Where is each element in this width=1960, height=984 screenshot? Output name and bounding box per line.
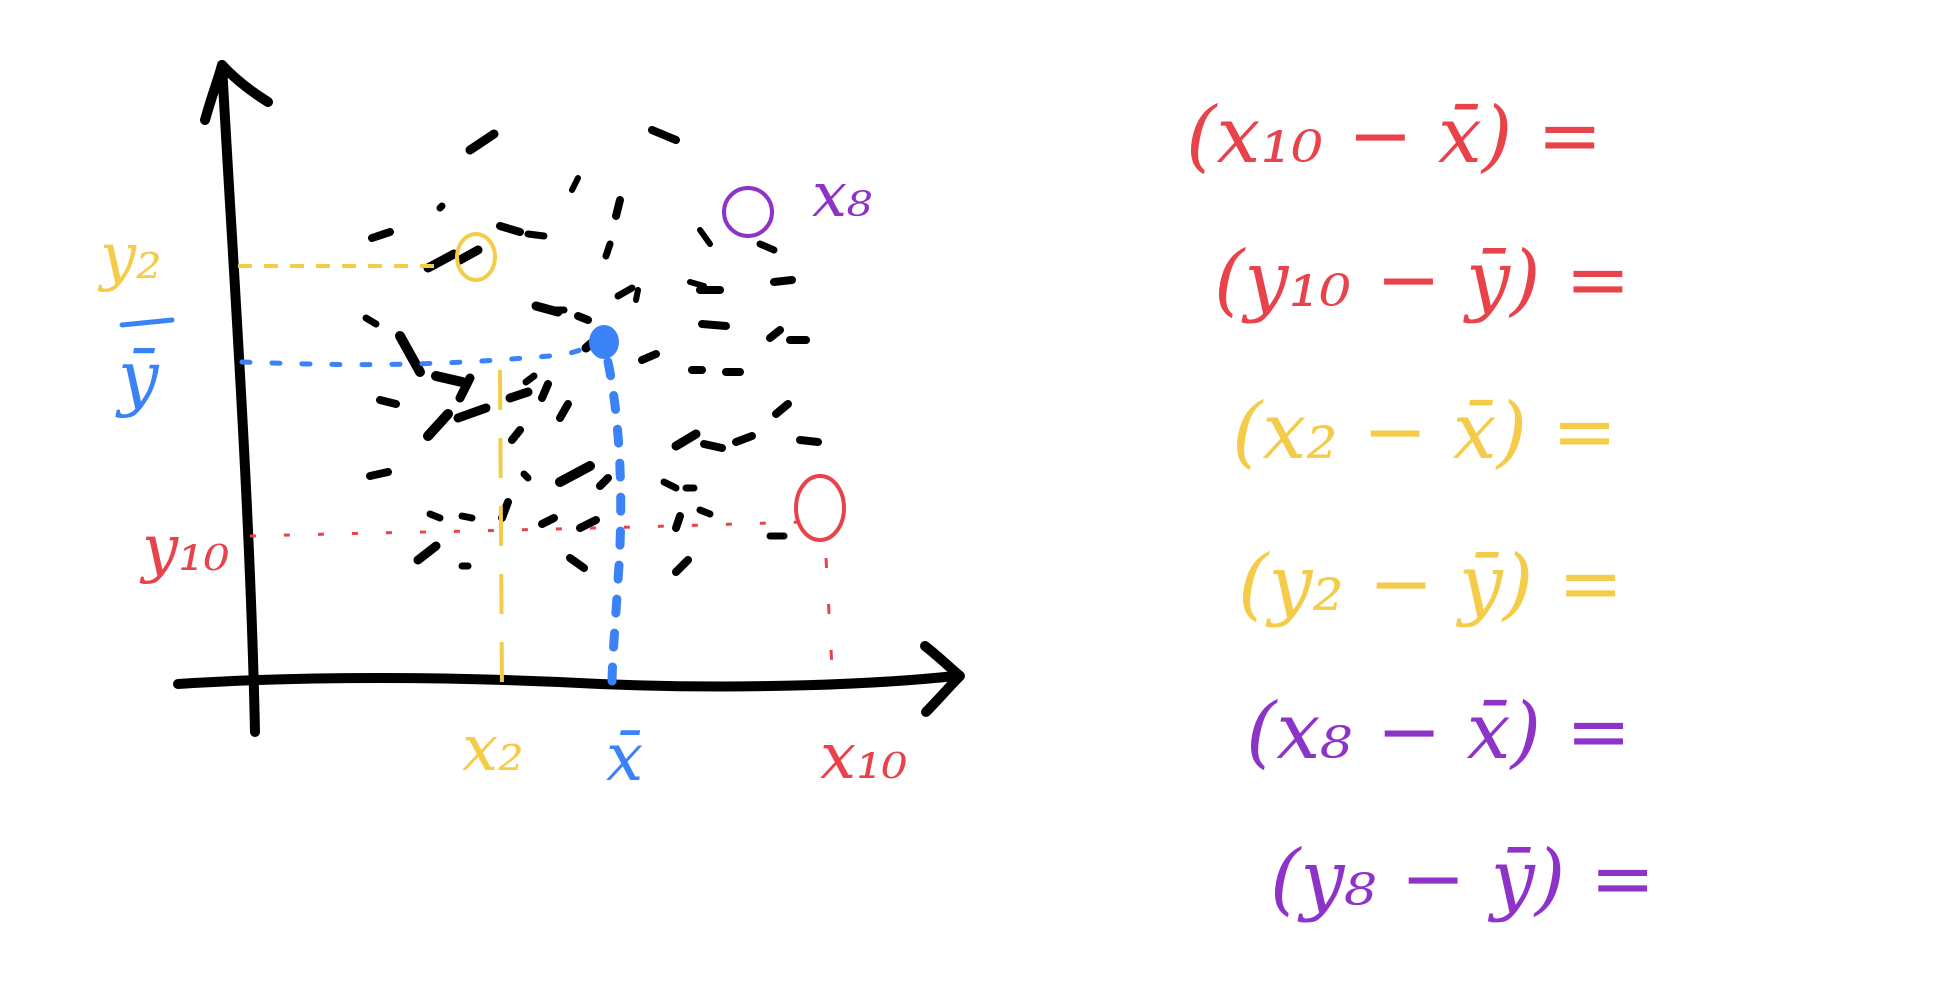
equation-y2: (y₂ − ȳ) = [1238, 539, 1623, 629]
scatter-point [376, 396, 400, 408]
equation-x10: (x₁₀ − x̄) = [1186, 91, 1602, 181]
scatter-point [756, 240, 778, 254]
scatter-point [413, 541, 441, 565]
scatter-point [700, 440, 726, 452]
y-axis-arrowhead [200, 60, 273, 125]
scatter-point [576, 516, 600, 532]
equation-x2: (x₂ − x̄) = [1232, 387, 1617, 477]
scatter-point [796, 436, 822, 446]
scatter-point [614, 284, 636, 300]
scatter-point [524, 230, 548, 240]
scatter-point [772, 400, 792, 418]
scatter-point [638, 350, 660, 364]
scatter-point [431, 371, 467, 387]
red-horizontal-guide [249, 520, 801, 538]
scatter-point [368, 228, 394, 242]
yellow-vertical-guide [498, 369, 504, 691]
scatter-point [602, 240, 614, 260]
scatter-point [648, 126, 680, 144]
scatter-point [612, 196, 624, 220]
scatter-point [423, 409, 453, 441]
scatter-point [672, 556, 692, 576]
scatter-point [732, 432, 756, 446]
scatter-point [574, 312, 592, 324]
scatter-point [520, 470, 532, 482]
scatter-point [508, 426, 524, 444]
scatter-point [698, 320, 730, 330]
scatter-point [697, 227, 713, 247]
scatter-point [498, 498, 512, 522]
scatter-point [426, 510, 444, 522]
scatter-point [455, 373, 475, 403]
scatter-point [453, 403, 491, 423]
scatter-point [633, 287, 641, 303]
scatter-point [566, 554, 588, 572]
equation-list: (x₁₀ − x̄) = (y₁₀ − ȳ) = (x₂ − x̄) = (y₂… [1186, 91, 1655, 924]
scatter-point [687, 279, 707, 289]
scatter-point [556, 400, 572, 422]
scatter-point [455, 245, 483, 265]
scatter-point [671, 429, 701, 451]
scatter-point [538, 514, 558, 528]
point-10-circle [794, 474, 846, 542]
red-vertical-guide [824, 557, 834, 669]
scatter-point [672, 512, 684, 532]
scatter-point [766, 326, 784, 342]
blue-mean-vertical-guide [603, 357, 626, 693]
label-y2: y₂ [97, 220, 162, 294]
scatter-point [522, 372, 538, 386]
scatter-point [465, 129, 499, 155]
scatter-point [496, 222, 524, 236]
scatter-point [436, 202, 446, 212]
scatter-point [660, 478, 680, 492]
scatter-point [366, 468, 392, 480]
blue-mean-horizontal-guide [239, 342, 601, 368]
equation-y8: (y₈ − ȳ) = [1270, 834, 1655, 924]
scatter-point [505, 387, 533, 403]
scatter-point [362, 314, 380, 328]
scatter-point [395, 331, 425, 377]
label-x2: x₂ [462, 712, 524, 786]
label-ybar: ȳ [115, 335, 160, 419]
scatter-point [770, 276, 796, 286]
scatter-point [596, 474, 612, 490]
label-y10: y₁₀ [139, 512, 229, 586]
label-ybar-overline [119, 317, 175, 328]
scatter-point [555, 461, 595, 487]
x-axis [173, 671, 960, 692]
mean-point [589, 325, 619, 359]
scatter-point [569, 175, 581, 193]
y-axis [217, 60, 260, 737]
label-x10: x₁₀ [820, 720, 907, 794]
equation-x8: (x₈ − x̄) = [1246, 687, 1631, 777]
point-2-circle [455, 232, 497, 282]
scatter-point [538, 380, 552, 402]
equation-y10: (y₁₀ − ȳ) = [1214, 235, 1631, 325]
label-x8: x₈ [812, 158, 872, 231]
scatter-point [458, 512, 476, 522]
point-8-circle [722, 186, 774, 238]
label-xbar: x̄ [606, 719, 643, 796]
x-axis-arrowhead [920, 641, 965, 717]
scatter-point [696, 506, 714, 518]
